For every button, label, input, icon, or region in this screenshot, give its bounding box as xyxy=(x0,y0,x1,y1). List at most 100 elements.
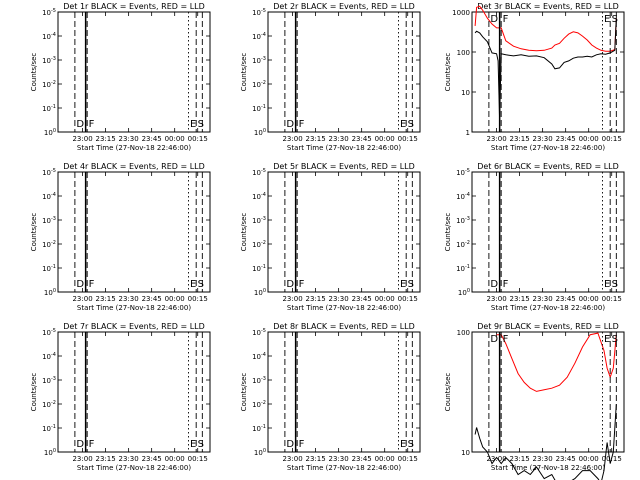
y-tick-label: 10-2 xyxy=(42,80,56,89)
x-tick-label: 00:15 xyxy=(602,135,622,143)
y-tick-label: 10-4 xyxy=(42,32,56,41)
x-tick-label: 23:00 xyxy=(282,455,302,463)
x-tick-label: 23:15 xyxy=(96,455,116,463)
y-tick-label: 100 xyxy=(254,448,266,457)
x-axis-label: Start Time (27-Nov-18 22:46:00) xyxy=(77,464,191,472)
y-tick-label: 10-1 xyxy=(42,104,56,113)
x-tick-label: 23:45 xyxy=(556,295,576,303)
x-tick-label: 00:15 xyxy=(188,135,208,143)
events-series-line xyxy=(474,404,617,480)
lld-series-line xyxy=(474,5,617,52)
x-tick-label: 23:15 xyxy=(510,455,530,463)
y-tick-label: 10-4 xyxy=(456,192,470,201)
panel-det-5r: Det 5r BLACK = Events, RED = LLD 100 10-1 1… xyxy=(240,162,421,312)
y-tick-label: 10-5 xyxy=(456,168,470,177)
panel-title: Det 9r BLACK = Events, RED = LLD xyxy=(477,322,619,331)
y-tick-label: 10-5 xyxy=(252,168,266,177)
y-tick-label: 100 xyxy=(254,288,266,297)
panel-title: Det 8r BLACK = Events, RED = LLD xyxy=(273,322,415,331)
panel-title: Det 6r BLACK = Events, RED = LLD xyxy=(477,162,619,171)
marker-label: F xyxy=(89,439,95,450)
panel-det-2r: Det 2r BLACK = Events, RED = LLD 100 10-1 1… xyxy=(240,2,421,152)
x-tick-label: 00:00 xyxy=(579,135,599,143)
y-tick-label: 10-1 xyxy=(42,264,56,273)
marker-label: E xyxy=(400,279,406,290)
marker-label: D xyxy=(490,14,498,25)
marker-label: S xyxy=(408,279,414,290)
x-tick-label: 00:15 xyxy=(398,295,418,303)
panel-title: Det 7r BLACK = Events, RED = LLD xyxy=(63,322,205,331)
x-tick-label: 23:00 xyxy=(282,135,302,143)
marker-label: D xyxy=(76,439,84,450)
x-tick-label: 23:15 xyxy=(510,295,530,303)
marker-label: F xyxy=(299,439,305,450)
y-tick-label: 10-3 xyxy=(42,216,56,225)
x-axis-label: Start Time (27-Nov-18 22:46:00) xyxy=(287,464,401,472)
x-tick-label: 23:30 xyxy=(329,455,349,463)
panel-title: Det 2r BLACK = Events, RED = LLD xyxy=(273,2,415,11)
marker-label: F xyxy=(299,279,305,290)
y-tick-label: 10-5 xyxy=(42,168,56,177)
x-tick-label: 00:00 xyxy=(375,135,395,143)
marker-label: F xyxy=(89,119,95,130)
panel-det-9r: Det 9r BLACK = Events, RED = LLD 10 100 23:… xyxy=(444,322,625,480)
plot-frame xyxy=(471,331,625,453)
y-tick-label: 100 xyxy=(44,128,56,137)
plot-frame xyxy=(267,11,421,133)
y-axis-label: Counts/sec xyxy=(30,373,38,412)
plot-frame xyxy=(57,171,211,293)
y-tick-label: 10-4 xyxy=(252,192,266,201)
marker-label: S xyxy=(612,279,618,290)
marker-label: S xyxy=(408,439,414,450)
x-tick-label: 00:15 xyxy=(398,455,418,463)
y-tick-label: 10-3 xyxy=(42,56,56,65)
x-tick-label: 00:00 xyxy=(375,295,395,303)
y-tick-label: 10-2 xyxy=(252,80,266,89)
marker-label: S xyxy=(198,119,204,130)
x-tick-label: 23:45 xyxy=(142,135,162,143)
y-tick-label: 10-4 xyxy=(42,192,56,201)
panel-title: Det 1r BLACK = Events, RED = LLD xyxy=(63,2,205,11)
x-axis-label: Start Time (27-Nov-18 22:46:00) xyxy=(77,144,191,152)
x-tick-label: 23:00 xyxy=(282,295,302,303)
marker-label: F xyxy=(89,279,95,290)
x-tick-label: 23:45 xyxy=(352,135,372,143)
y-tick-label: 10-3 xyxy=(252,216,266,225)
x-tick-label: 23:30 xyxy=(533,455,553,463)
y-tick-label: 10-2 xyxy=(42,400,56,409)
y-axis-label: Counts/sec xyxy=(240,373,248,412)
marker-label: F xyxy=(299,119,305,130)
panel-title: Det 4r BLACK = Events, RED = LLD xyxy=(63,162,205,171)
marker-label: E xyxy=(190,279,196,290)
marker-label: D xyxy=(286,439,294,450)
panel-det-8r: Det 8r BLACK = Events, RED = LLD 100 10-1 1… xyxy=(240,322,421,472)
x-tick-label: 00:00 xyxy=(375,455,395,463)
events-series-line xyxy=(474,18,617,121)
plot-frame xyxy=(57,331,211,453)
y-tick-label: 10-5 xyxy=(42,328,56,337)
y-tick-label: 10-2 xyxy=(42,240,56,249)
x-tick-label: 23:15 xyxy=(306,455,326,463)
marker-label: S xyxy=(408,119,414,130)
marker-label: E xyxy=(604,14,610,25)
marker-label: D xyxy=(76,119,84,130)
y-tick-label: 10-1 xyxy=(252,104,266,113)
y-axis-label: Counts/sec xyxy=(444,53,452,92)
x-axis-label: Start Time (27-Nov-18 22:46:00) xyxy=(491,304,605,312)
marker-label: E xyxy=(190,119,196,130)
marker-label: E xyxy=(190,439,196,450)
y-axis-label: Counts/sec xyxy=(240,213,248,252)
marker-label: F xyxy=(503,279,509,290)
x-tick-label: 23:00 xyxy=(72,295,92,303)
y-axis-label: Counts/sec xyxy=(240,53,248,92)
y-tick-label: 10-5 xyxy=(252,8,266,17)
x-tick-label: 23:30 xyxy=(533,295,553,303)
x-tick-label: 00:00 xyxy=(165,455,185,463)
y-axis-label: Counts/sec xyxy=(30,213,38,252)
y-tick-label: 10-2 xyxy=(456,240,470,249)
x-tick-label: 23:15 xyxy=(510,135,530,143)
plot-frame xyxy=(471,11,625,133)
y-tick-label: 10 xyxy=(461,89,470,97)
marker-label: S xyxy=(198,279,204,290)
